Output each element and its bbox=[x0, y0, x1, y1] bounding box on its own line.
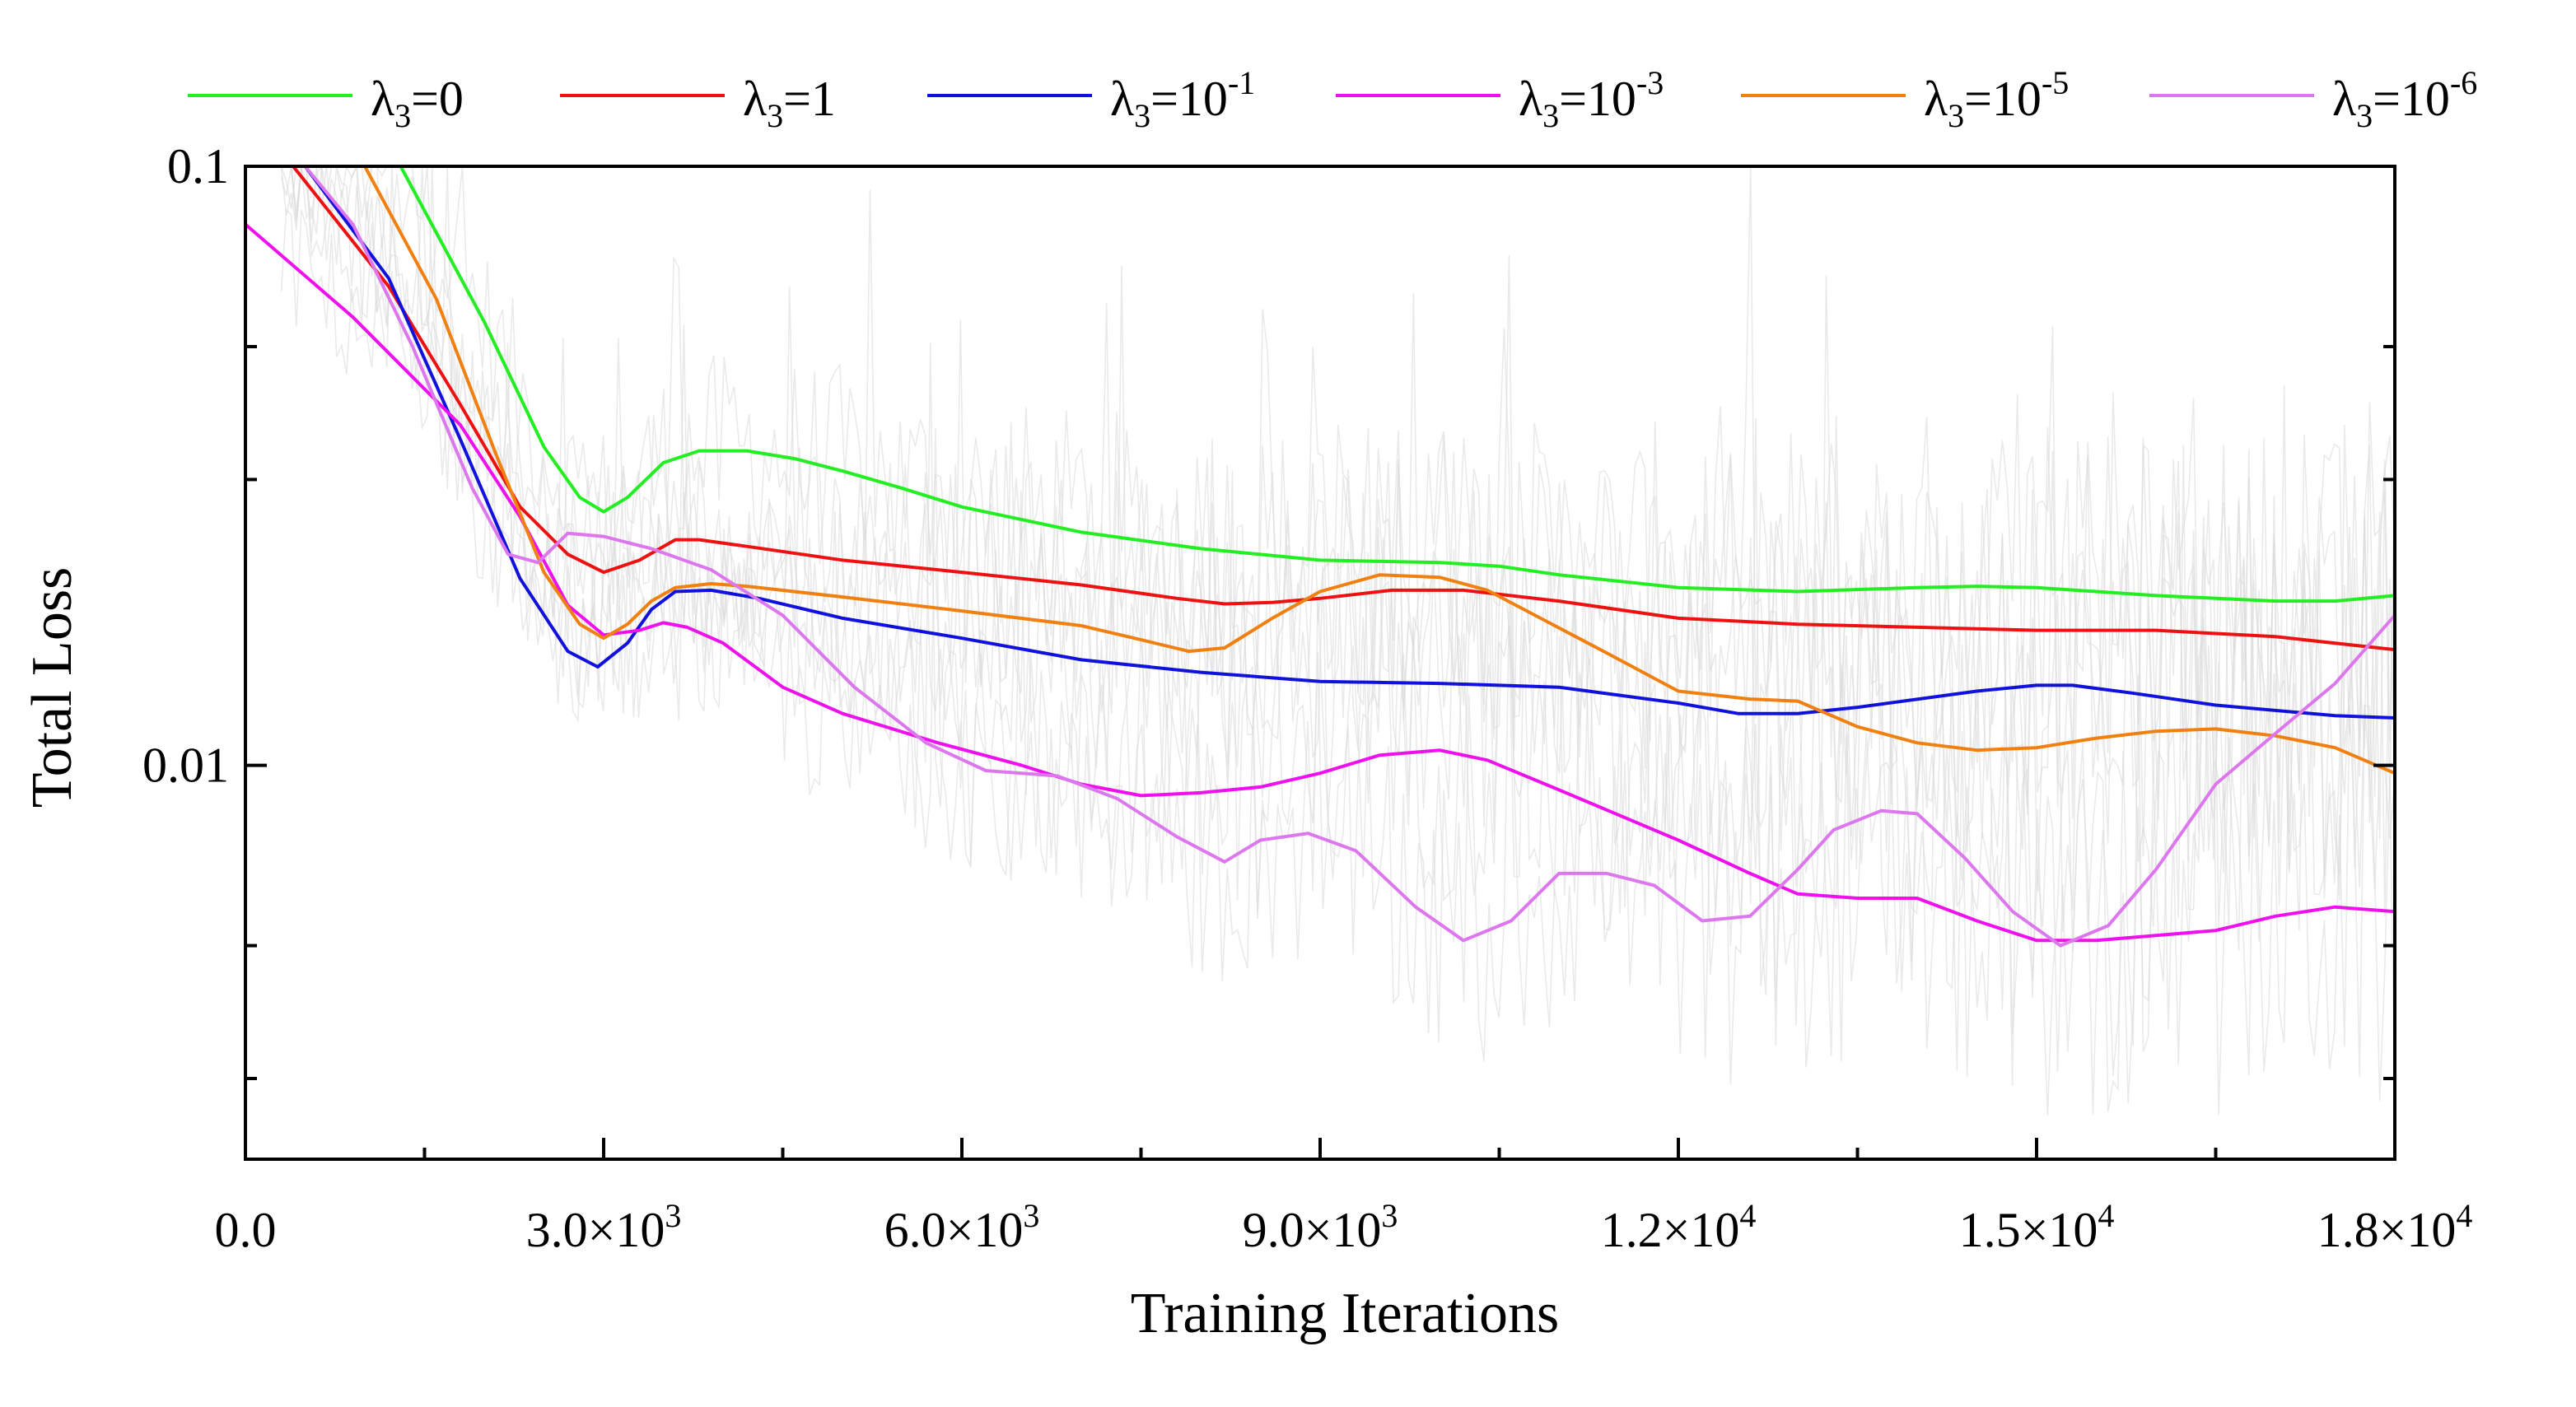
series-line-6 bbox=[245, 166, 2395, 948]
legend-label-4: λ3=10-3 bbox=[1519, 64, 1664, 134]
x-tick-label: 0.0 bbox=[215, 1203, 277, 1257]
y-tick-label: 0.1 bbox=[167, 139, 229, 193]
noise-trace-4 bbox=[280, 166, 2395, 1116]
x-axis-label: Training Iterations bbox=[1131, 1282, 1559, 1345]
x-tick-label: 1.8×104 bbox=[2317, 1197, 2473, 1257]
noise-trace-3 bbox=[280, 166, 2395, 917]
series-line-1 bbox=[245, 166, 2395, 603]
y-axis-label: Total Loss bbox=[21, 567, 84, 808]
legend-label-6: λ3=10-6 bbox=[2332, 64, 2477, 134]
series-line-4 bbox=[245, 222, 2395, 943]
x-tick-label: 1.5×104 bbox=[1959, 1197, 2115, 1257]
legend-label-3: λ3=10-1 bbox=[1110, 64, 1255, 134]
y-tick-label: 0.01 bbox=[142, 738, 229, 793]
legend-label-1: λ3=0 bbox=[371, 72, 464, 134]
noise-trace-6 bbox=[280, 166, 2395, 1112]
legend: λ3=0 λ3=1 λ3=10-1 λ3=10-3 λ3=10-5 λ3=10-6 bbox=[188, 64, 2477, 134]
series-lines bbox=[245, 166, 2395, 948]
background-noise-traces bbox=[280, 166, 2395, 1116]
x-tick-label: 9.0×103 bbox=[1243, 1197, 1398, 1257]
legend-label-2: λ3=1 bbox=[743, 72, 836, 134]
axis-ticks: 0.0 3.0×103 6.0×103 9.0×103 1.2×104 1.5×104 1.… bbox=[142, 139, 2472, 1257]
series-line-5 bbox=[245, 166, 2395, 776]
x-tick-label: 3.0×103 bbox=[526, 1197, 682, 1257]
x-tick-label: 1.2×104 bbox=[1601, 1197, 1757, 1257]
noise-trace-2 bbox=[280, 166, 2395, 843]
legend-label-5: λ3=10-5 bbox=[1924, 64, 2069, 134]
series-line-2 bbox=[245, 166, 2395, 652]
noise-trace-5 bbox=[281, 166, 2395, 933]
series-line-3 bbox=[245, 166, 2395, 720]
x-tick-label: 6.0×103 bbox=[884, 1197, 1040, 1257]
